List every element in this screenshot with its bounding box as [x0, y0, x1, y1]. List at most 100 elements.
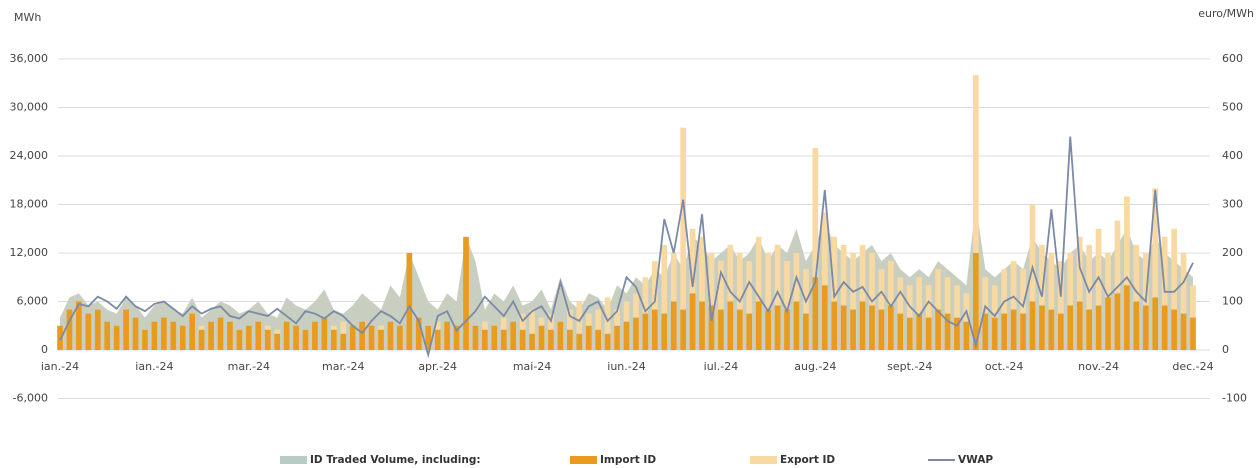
bar — [415, 317, 422, 350]
bar — [1001, 313, 1007, 350]
bar — [170, 321, 177, 350]
bar — [491, 325, 498, 350]
bar — [982, 313, 989, 350]
bar — [359, 321, 365, 350]
bar — [1001, 269, 1007, 350]
bar — [718, 261, 724, 350]
bar — [784, 309, 790, 350]
bar — [274, 333, 280, 350]
y2-tick-label: 0 — [1222, 343, 1229, 356]
bar — [104, 321, 111, 350]
bar — [623, 321, 630, 350]
bar — [1029, 301, 1036, 350]
bar — [1010, 309, 1017, 350]
bar — [963, 293, 970, 350]
bar — [935, 269, 941, 350]
bar — [66, 309, 73, 350]
x-tick-label: mar.-24 — [228, 360, 270, 373]
bar — [954, 317, 960, 350]
bar — [1142, 305, 1149, 350]
y2-tick-label: 400 — [1222, 149, 1243, 162]
bar — [718, 309, 724, 350]
bar — [708, 305, 715, 350]
legend-label: Export ID — [780, 454, 835, 466]
y2-tick-label: 200 — [1222, 246, 1243, 259]
bar — [774, 244, 781, 350]
bar — [850, 253, 856, 350]
bar — [255, 321, 262, 350]
bar — [368, 325, 375, 350]
x-tick-label: dec.-24 — [1172, 360, 1213, 373]
bar — [1048, 309, 1055, 350]
bar — [1057, 261, 1064, 350]
bar — [94, 309, 101, 350]
bar — [482, 329, 488, 350]
bar — [321, 317, 328, 350]
x-tick-label: apr.-24 — [418, 360, 457, 373]
bar — [821, 212, 828, 350]
vwap-line — [59, 136, 1194, 359]
y-tick-label: 6,000 — [17, 295, 49, 308]
bar — [1057, 313, 1064, 350]
bar — [425, 325, 432, 350]
bar — [557, 321, 564, 350]
bar — [859, 244, 866, 350]
x-tick-label: ian.-24 — [41, 360, 79, 373]
x-tick-label: mai-24 — [513, 360, 551, 373]
bar — [699, 236, 705, 350]
y2-tick-label: 300 — [1222, 198, 1243, 211]
bar — [1076, 301, 1083, 350]
bar — [1105, 297, 1111, 350]
bar — [1171, 228, 1177, 350]
bar — [246, 325, 252, 350]
bar — [614, 325, 620, 350]
bar — [859, 301, 866, 350]
bar — [142, 329, 148, 350]
bar — [519, 329, 526, 350]
bar — [1114, 293, 1121, 350]
bar — [1095, 228, 1102, 350]
bar — [585, 325, 592, 350]
bar — [803, 269, 809, 350]
bar — [302, 329, 309, 350]
bar — [293, 325, 299, 350]
bar — [878, 309, 885, 350]
bar — [812, 277, 819, 350]
bar — [680, 309, 686, 350]
bar — [227, 321, 233, 350]
bar — [576, 333, 583, 350]
bar — [689, 228, 696, 350]
x-tick-label: aug.-24 — [794, 360, 836, 373]
y-tick-label: 0 — [41, 343, 48, 356]
bar — [283, 321, 290, 350]
bar — [1161, 236, 1168, 350]
bar — [642, 313, 649, 350]
bar — [765, 253, 771, 350]
y-tick-label: 18,000 — [10, 198, 49, 211]
bar — [1067, 305, 1074, 350]
legend-swatch — [570, 456, 597, 464]
bar — [1020, 269, 1026, 350]
bar — [916, 313, 923, 350]
bar — [123, 309, 129, 350]
bar — [538, 325, 545, 350]
bar — [567, 329, 573, 350]
bar — [1114, 220, 1121, 350]
bar — [113, 325, 120, 350]
x-tick-label: mar.-24 — [322, 360, 364, 373]
legend-swatch — [750, 456, 777, 464]
x-tick-label: iun.-24 — [607, 360, 645, 373]
bar — [604, 333, 611, 350]
bar — [76, 301, 82, 350]
bar — [57, 325, 63, 350]
y2-tick-label: 100 — [1222, 295, 1243, 308]
legend-label: Import ID — [600, 454, 656, 466]
bar — [633, 317, 639, 350]
y-tick-label: 30,000 — [10, 101, 49, 114]
bar — [151, 321, 158, 350]
bar — [925, 317, 932, 350]
bar — [661, 244, 668, 350]
bar — [869, 305, 875, 350]
legend-swatch — [280, 456, 307, 464]
bar — [746, 313, 753, 350]
